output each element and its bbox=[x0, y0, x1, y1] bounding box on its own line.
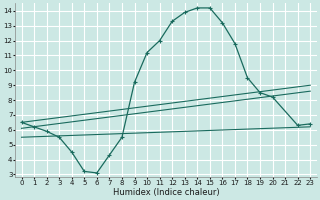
X-axis label: Humidex (Indice chaleur): Humidex (Indice chaleur) bbox=[113, 188, 219, 197]
